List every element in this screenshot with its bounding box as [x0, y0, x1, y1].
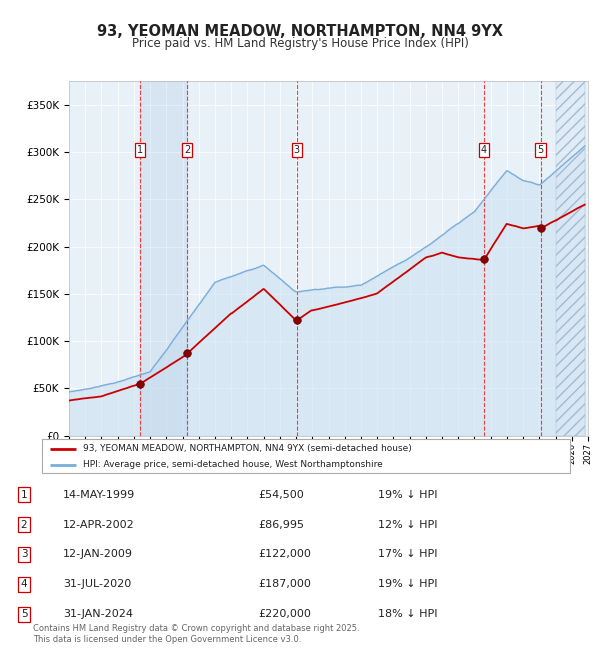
Text: 3: 3 — [20, 549, 28, 560]
Text: 12-APR-2002: 12-APR-2002 — [63, 519, 135, 530]
FancyBboxPatch shape — [42, 439, 570, 473]
Text: 3: 3 — [293, 146, 300, 155]
Text: 1: 1 — [20, 489, 28, 500]
Text: 18% ↓ HPI: 18% ↓ HPI — [378, 609, 437, 619]
Text: 5: 5 — [20, 609, 28, 619]
Text: 19% ↓ HPI: 19% ↓ HPI — [378, 579, 437, 590]
Text: 12-JAN-2009: 12-JAN-2009 — [63, 549, 133, 560]
Text: 19% ↓ HPI: 19% ↓ HPI — [378, 489, 437, 500]
Text: £220,000: £220,000 — [258, 609, 311, 619]
Text: £122,000: £122,000 — [258, 549, 311, 560]
Text: 14-MAY-1999: 14-MAY-1999 — [63, 489, 135, 500]
Text: 17% ↓ HPI: 17% ↓ HPI — [378, 549, 437, 560]
Text: 93, YEOMAN MEADOW, NORTHAMPTON, NN4 9YX (semi-detached house): 93, YEOMAN MEADOW, NORTHAMPTON, NN4 9YX … — [83, 445, 412, 453]
Text: Price paid vs. HM Land Registry's House Price Index (HPI): Price paid vs. HM Land Registry's House … — [131, 37, 469, 50]
Text: 12% ↓ HPI: 12% ↓ HPI — [378, 519, 437, 530]
Text: £54,500: £54,500 — [258, 489, 304, 500]
Text: £86,995: £86,995 — [258, 519, 304, 530]
Text: Contains HM Land Registry data © Crown copyright and database right 2025.
This d: Contains HM Land Registry data © Crown c… — [33, 624, 359, 644]
Text: 2: 2 — [20, 519, 28, 530]
Text: 93, YEOMAN MEADOW, NORTHAMPTON, NN4 9YX: 93, YEOMAN MEADOW, NORTHAMPTON, NN4 9YX — [97, 23, 503, 39]
Text: 2: 2 — [184, 146, 190, 155]
Text: 1: 1 — [137, 146, 143, 155]
Text: HPI: Average price, semi-detached house, West Northamptonshire: HPI: Average price, semi-detached house,… — [83, 460, 383, 469]
Text: 31-JAN-2024: 31-JAN-2024 — [63, 609, 133, 619]
Text: 4: 4 — [481, 146, 487, 155]
Text: 4: 4 — [20, 579, 28, 590]
Text: 31-JUL-2020: 31-JUL-2020 — [63, 579, 131, 590]
Bar — [140, 81, 187, 436]
Text: £187,000: £187,000 — [258, 579, 311, 590]
Text: 5: 5 — [538, 146, 544, 155]
